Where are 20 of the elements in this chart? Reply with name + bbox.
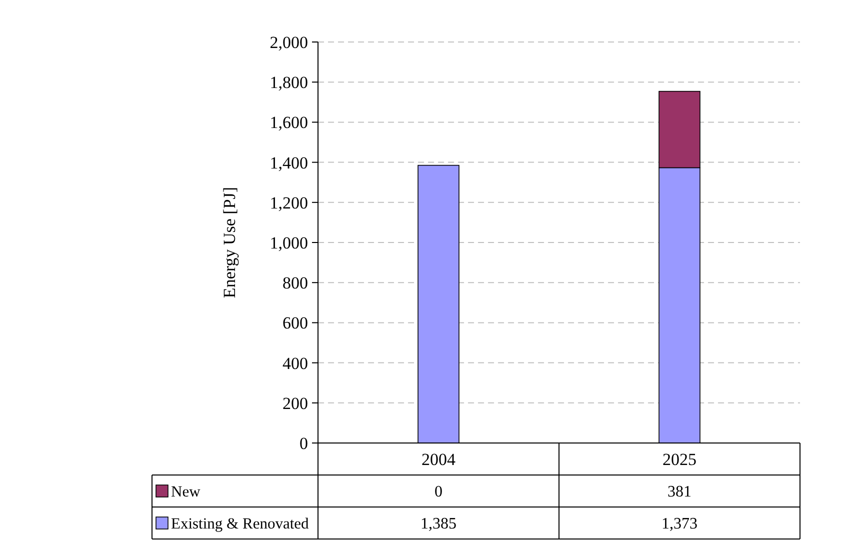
- y-tick-label: 1,800: [270, 73, 308, 92]
- y-tick-label: 1,000: [270, 233, 308, 252]
- data-label: 1,385: [420, 516, 456, 533]
- y-tick-label: 1,600: [270, 113, 308, 132]
- y-tick-label: 1,400: [270, 153, 308, 172]
- y-tick-label: 0: [300, 434, 308, 453]
- y-tick-label: 600: [282, 314, 308, 333]
- y-tick-label: 800: [282, 274, 308, 293]
- y-tick-label: 200: [282, 394, 308, 413]
- y-axis-title: Energy Use [PJ]: [220, 186, 239, 298]
- x-tick-label: 2025: [662, 450, 696, 469]
- y-tick-label: 1,200: [270, 193, 308, 212]
- data-label: 381: [668, 484, 692, 501]
- y-tick-label: 400: [282, 354, 308, 373]
- y-tick-label: 2,000: [270, 32, 308, 52]
- data-label: 1,373: [662, 516, 698, 533]
- legend-label: New: [171, 483, 202, 500]
- x-tick-label: 2004: [422, 450, 456, 469]
- data-label: 0: [434, 484, 442, 501]
- legend-label: Existing & Renovated: [171, 515, 310, 532]
